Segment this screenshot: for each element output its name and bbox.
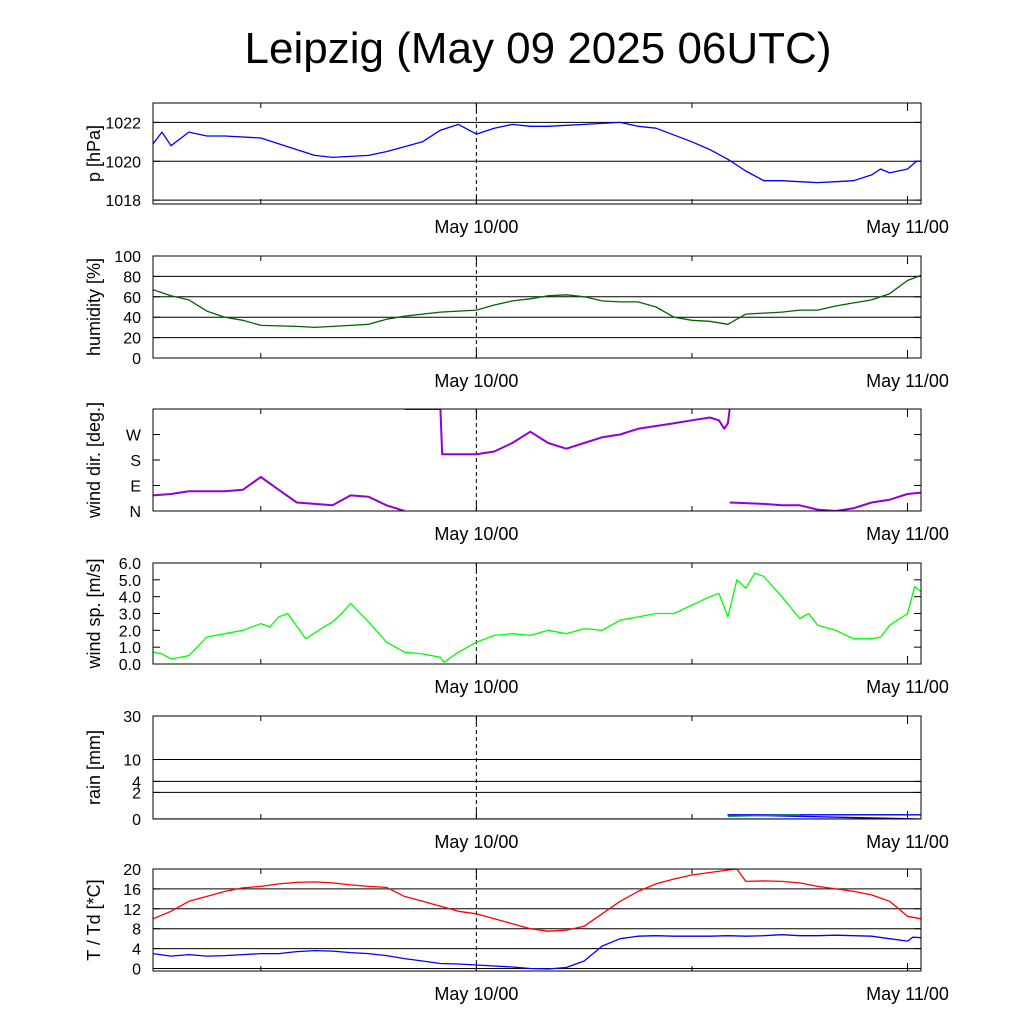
y-tick-label: 2	[132, 785, 141, 802]
panel-1: 0 20 40 60 80 100 humidity [%] May 10/00 May 11/…	[84, 249, 949, 391]
x-tick-label: May 10/00	[434, 371, 518, 391]
series-rain_green	[727, 814, 800, 817]
y-tick-label: 2.0	[119, 623, 141, 640]
y-axis-label: humidity [%]	[84, 258, 104, 356]
y-axis-label: wind dir. [deg.]	[84, 402, 104, 519]
y-tick-label: E	[130, 479, 141, 496]
series-humidity	[153, 274, 921, 329]
series-wind_dir	[153, 409, 921, 511]
y-tick-label: 16	[123, 882, 141, 899]
x-tick-label: May 10/00	[434, 524, 518, 544]
plot-frame	[152, 562, 922, 665]
series-pressure	[153, 121, 921, 184]
y-tick-label: 4	[132, 942, 141, 959]
y-tick-label: 3.0	[119, 607, 141, 624]
panel-5: 0 4 8 12 16 20 T / Td [*C] May 10/00 May 11/00	[84, 862, 949, 1004]
series-wind_speed	[153, 572, 921, 663]
x-tick-label: May 11/00	[866, 371, 949, 391]
plot-frame	[152, 868, 922, 972]
series-temperature	[153, 869, 921, 932]
y-tick-label: 1018	[105, 193, 141, 210]
y-tick-label: 0	[132, 812, 141, 829]
x-tick-label: May 10/00	[434, 217, 518, 237]
y-tick-label: 4	[132, 774, 141, 791]
x-tick-label: May 10/00	[434, 984, 518, 1004]
y-tick-label: 12	[123, 902, 141, 919]
y-tick-label: 20	[123, 331, 141, 348]
y-tick-label: 6.0	[119, 556, 141, 573]
y-tick-label: 40	[123, 310, 141, 327]
y-tick-label: 100	[114, 249, 141, 266]
panel-3: 0.01.02.03.04.05.06.0 wind sp. [m/s] May 1…	[84, 556, 949, 697]
plot-frame	[152, 715, 922, 820]
y-tick-label: 10	[123, 753, 141, 770]
y-tick-label: 80	[123, 269, 141, 286]
x-tick-label: May 11/00	[866, 984, 949, 1004]
y-tick-label: W	[126, 428, 142, 445]
x-tick-label: May 11/00	[866, 832, 949, 852]
y-axis-label: p [hPa]	[84, 125, 104, 182]
y-tick-label: 1.0	[119, 640, 141, 657]
y-axis-label: wind sp. [m/s]	[84, 558, 104, 669]
x-tick-label: May 11/00	[866, 217, 949, 237]
y-tick-label: 5.0	[119, 573, 141, 590]
series-rain_total	[153, 814, 921, 819]
y-tick-label: 0	[132, 351, 141, 368]
x-tick-label: May 10/00	[434, 832, 518, 852]
y-tick-label: 20	[123, 862, 141, 879]
y-tick-label: 30	[123, 709, 141, 726]
x-tick-label: May 11/00	[866, 524, 949, 544]
y-tick-label: S	[130, 453, 141, 470]
y-tick-label: 60	[123, 290, 141, 307]
plot-frame	[152, 408, 922, 512]
y-tick-label: 1020	[105, 154, 141, 171]
x-tick-label: May 10/00	[434, 677, 518, 697]
x-tick-label: May 11/00	[866, 677, 949, 697]
plot-frame	[152, 255, 922, 359]
y-tick-label: 8	[132, 922, 141, 939]
plot-frame	[152, 102, 922, 205]
y-tick-label: N	[129, 504, 141, 521]
panel-4: 0 24 10 30 rain [mm] May 10/00 May 11/00	[84, 709, 949, 852]
y-axis-label: rain [mm]	[84, 730, 104, 805]
y-tick-label: 0	[132, 962, 141, 979]
y-tick-label: 4.0	[119, 590, 141, 607]
y-tick-label: 0.0	[119, 657, 141, 674]
series-dewpoint	[153, 934, 921, 970]
y-axis-label: T / Td [*C]	[84, 879, 104, 960]
y-tick-label: 1022	[105, 115, 141, 132]
chart-title: Leipzig (May 09 2025 06UTC)	[244, 24, 832, 73]
